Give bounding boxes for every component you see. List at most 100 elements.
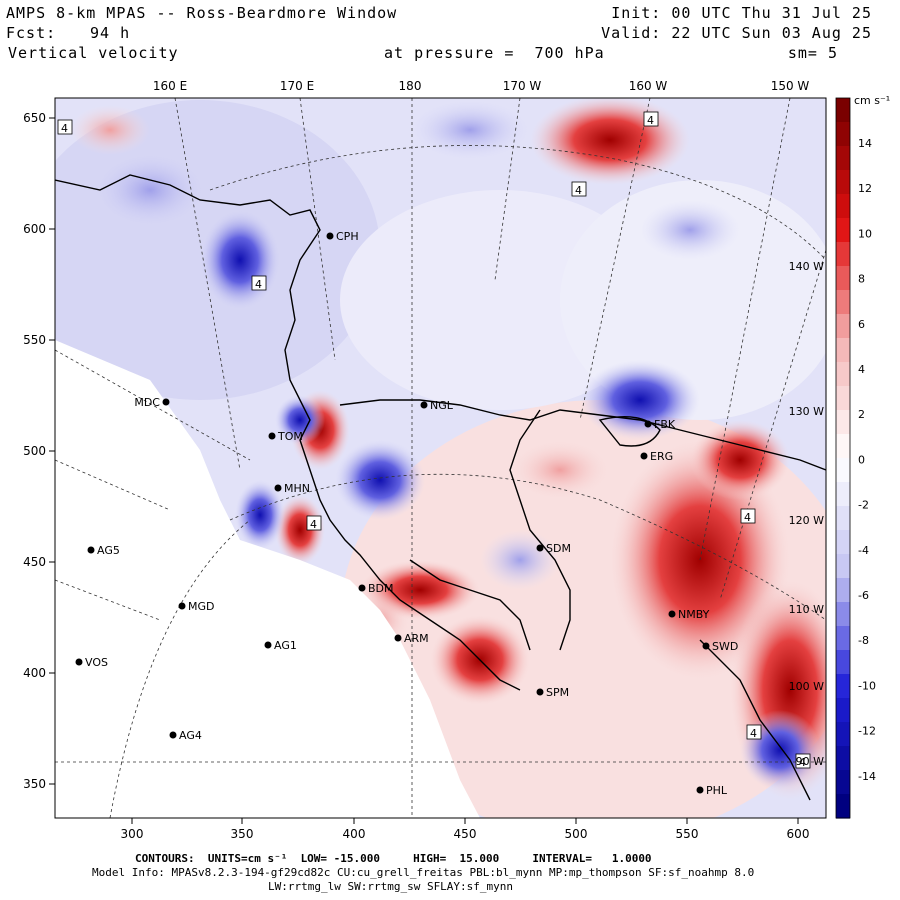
meridian-label: 100 W [789, 680, 824, 693]
station-label: SPM [546, 686, 569, 699]
colorbar-swatch [836, 722, 850, 747]
colorbar-swatch [836, 554, 850, 579]
colorbar-label: 12 [858, 182, 872, 195]
station-label: ERG [650, 450, 673, 463]
top-axis-label: 170 W [503, 79, 542, 93]
meridian-labels: 140 W 130 W 120 W 110 W 100 W 90 W [789, 260, 824, 768]
colorbar-swatch [836, 650, 850, 675]
station-label: ARM [404, 632, 429, 645]
bottom-axis-label: 400 [343, 827, 366, 841]
colorbar-swatch [836, 194, 850, 219]
colorbar-swatch [836, 386, 850, 411]
smoothing-label: sm= 5 [787, 44, 838, 62]
colorbar-swatch [836, 698, 850, 723]
left-axis-label: 350 [23, 777, 46, 791]
colorbar-label: -4 [858, 544, 869, 557]
colorbar-swatch [836, 506, 850, 531]
pressure-level: at pressure = 700 hPa [384, 44, 605, 62]
colorbar-swatch [836, 578, 850, 603]
valid-time: Valid: 22 UTC Sun 03 Aug 25 [601, 24, 872, 42]
station-label: PHL [706, 784, 728, 797]
station-label: TOM [277, 430, 303, 443]
colorbar-swatch [836, 458, 850, 483]
colorbar-swatch [836, 314, 850, 339]
station-label: NGL [430, 399, 454, 412]
station-marker [394, 634, 402, 642]
colorbar-swatch [836, 218, 850, 243]
vertical-velocity-field: 4 4 4 4 4 4 4 4 MDC NGL TOM FBK ERG MHN SDM BDM… [55, 98, 826, 818]
colorbar-label: -14 [858, 770, 876, 783]
meridian-label: 120 W [789, 514, 824, 527]
coastline [55, 174, 826, 801]
left-axis-label: 600 [23, 222, 46, 236]
colorbar-label: -6 [858, 589, 869, 602]
bottom-axis-label: 300 [121, 827, 144, 841]
station-marker [702, 642, 710, 650]
svg-text:4: 4 [750, 727, 757, 740]
svg-text:4: 4 [255, 278, 262, 291]
station-marker [75, 658, 83, 666]
stations: MDC NGL TOM FBK ERG MHN SDM BDM NMBY ARM SPM AG5 MGD… [75, 230, 738, 797]
contours-info: CONTOURS: UNITS=cm s⁻¹ LOW= -15.000 HIGH… [135, 852, 652, 865]
station-label: SWD [712, 640, 738, 653]
colorbar-frame [835, 97, 851, 819]
graticule [55, 98, 826, 818]
colorbar-swatch [836, 98, 850, 123]
top-axis-label: 180 [399, 79, 422, 93]
colorbar-swatch [836, 338, 850, 363]
top-axis-label: 160 W [629, 79, 668, 93]
bottom-axis-label: 350 [231, 827, 254, 841]
station-marker [668, 610, 676, 618]
svg-text:4: 4 [310, 518, 317, 531]
colorbar-swatch [836, 482, 850, 507]
station-marker [264, 641, 272, 649]
bottom-axis-label: 450 [454, 827, 477, 841]
colorbar-swatch [836, 746, 850, 771]
model-info: Model Info: MPASv8.2.3-194-gf29cd82c CU:… [92, 866, 755, 879]
colorbar-label: 14 [858, 137, 872, 150]
colorbar-swatch [836, 674, 850, 699]
colorbar-label: -12 [858, 725, 876, 738]
station-marker [640, 452, 648, 460]
map-title: AMPS 8-km MPAS -- Ross-Beardmore Window [6, 4, 398, 22]
station-label: AG4 [179, 729, 202, 742]
station-label: VOS [85, 656, 108, 669]
meridian-label: 140 W [789, 260, 824, 273]
colorbar-label: 10 [858, 227, 872, 240]
station-label: AG5 [97, 544, 120, 557]
colorbar: cm s⁻¹ 14 12 10 8 6 4 2 0 -2 -4 -6 -8 -10 -12 -14 [835, 94, 890, 819]
colorbar-swatch [836, 290, 850, 315]
station-marker [358, 584, 366, 592]
left-axis-label: 500 [23, 444, 46, 458]
forecast-hour: 94 h [90, 24, 131, 42]
station-label: FBK [654, 418, 676, 431]
colorbar-label: 4 [858, 363, 865, 376]
station-label: NMBY [678, 608, 710, 621]
colorbar-swatch [836, 146, 850, 171]
station-marker [87, 546, 95, 554]
colorbar-label: -2 [858, 499, 869, 512]
field-name: Vertical velocity [8, 44, 179, 62]
svg-text:4: 4 [799, 756, 806, 769]
station-marker [169, 731, 177, 739]
colorbar-swatch [836, 266, 850, 291]
station-label: MGD [188, 600, 215, 613]
station-marker [420, 401, 428, 409]
colorbar-label: -10 [858, 679, 876, 692]
colorbar-swatch [836, 410, 850, 435]
left-axis-label: 450 [23, 555, 46, 569]
bottom-axis: 300 350 400 450 500 550 600 [121, 818, 809, 841]
meridian-label: 130 W [789, 405, 824, 418]
colorbar-label: -8 [858, 634, 869, 647]
station-label: AG1 [274, 639, 297, 652]
colorbar-swatch [836, 770, 850, 795]
station-marker [326, 232, 334, 240]
forecast-label: Fcst: [6, 24, 57, 42]
station-marker [274, 484, 282, 492]
left-axis: 650 600 550 500 450 400 350 [23, 111, 55, 791]
colorbar-label: 0 [858, 453, 865, 466]
colorbar-swatch [836, 434, 850, 459]
colorbar-swatch [836, 794, 850, 819]
left-axis-label: 650 [23, 111, 46, 125]
svg-text:4: 4 [61, 122, 68, 135]
